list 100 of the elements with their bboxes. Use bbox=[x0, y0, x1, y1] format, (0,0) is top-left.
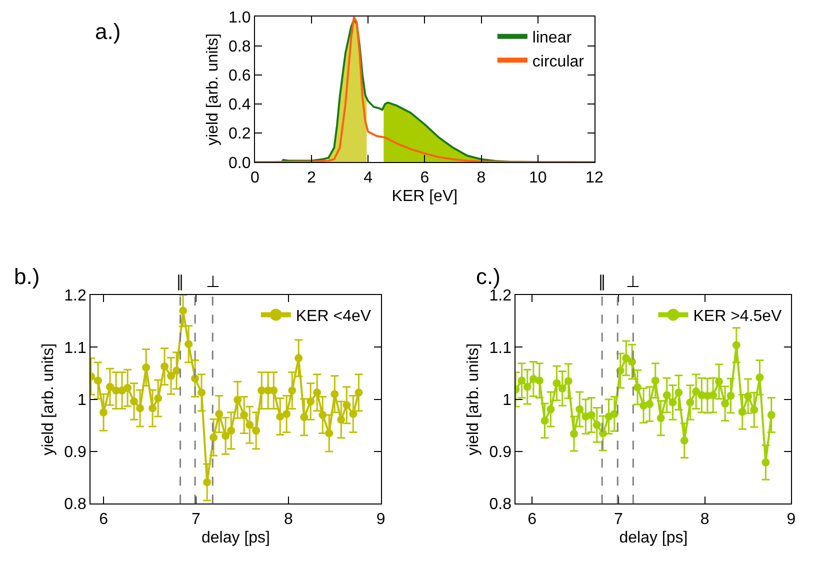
point bbox=[203, 478, 212, 486]
point bbox=[540, 416, 549, 425]
legend-label: linear bbox=[532, 30, 572, 47]
x-tick-label: 8 bbox=[700, 510, 710, 528]
point bbox=[252, 426, 260, 435]
point bbox=[154, 394, 162, 402]
point bbox=[651, 376, 660, 385]
point bbox=[240, 410, 248, 419]
point bbox=[756, 373, 764, 382]
point bbox=[210, 433, 218, 442]
x-tick-label: 0 bbox=[250, 169, 260, 186]
chart-title: b.) bbox=[14, 264, 40, 289]
y-tick-label: 1.0 bbox=[228, 9, 251, 26]
point bbox=[662, 391, 671, 400]
point bbox=[570, 430, 578, 438]
point bbox=[518, 376, 526, 385]
point bbox=[136, 404, 144, 412]
point bbox=[300, 413, 308, 422]
y-tick-label: 0.6 bbox=[228, 68, 251, 84]
point bbox=[628, 358, 636, 366]
legend-label: circular bbox=[532, 53, 585, 70]
y-tick-label: 1.2 bbox=[489, 288, 512, 305]
y-tick-label: 0.8 bbox=[489, 496, 512, 514]
ref-line-label: ⊥ bbox=[206, 274, 220, 291]
point bbox=[172, 366, 181, 375]
point bbox=[762, 458, 770, 466]
point bbox=[732, 341, 740, 350]
point bbox=[726, 392, 735, 400]
point bbox=[721, 400, 730, 408]
point bbox=[160, 362, 169, 371]
point bbox=[622, 354, 630, 362]
point bbox=[680, 436, 688, 445]
point bbox=[325, 429, 334, 438]
x-tick-label: 10 bbox=[528, 169, 547, 186]
point bbox=[191, 374, 200, 382]
chart-title: a.) bbox=[95, 19, 121, 44]
y-tick-label: 0.8 bbox=[228, 38, 251, 56]
y-tick-label: 0.0 bbox=[228, 154, 251, 172]
point bbox=[535, 376, 544, 385]
point bbox=[313, 388, 322, 397]
x-axis-title: delay [ps] bbox=[202, 530, 270, 547]
y-tick-label: 1 bbox=[77, 392, 86, 409]
y-axis-title: yield [arb. units] bbox=[40, 343, 58, 456]
y-axis-title: yield [arb. units] bbox=[204, 33, 222, 146]
legend-label: KER >4.5eV bbox=[693, 308, 782, 325]
legend-label: KER <4eV bbox=[296, 308, 372, 325]
point bbox=[523, 382, 532, 391]
point bbox=[546, 405, 555, 414]
x-tick-label: 6 bbox=[528, 510, 537, 528]
point bbox=[634, 383, 642, 392]
point bbox=[330, 390, 339, 398]
point bbox=[215, 410, 224, 418]
point bbox=[318, 410, 327, 419]
y-tick-label: 1.1 bbox=[489, 340, 512, 357]
x-tick-label: 6 bbox=[420, 169, 430, 186]
point bbox=[709, 391, 718, 400]
point bbox=[282, 410, 291, 418]
point bbox=[148, 404, 157, 412]
point bbox=[179, 306, 188, 315]
y-tick-label: 0.4 bbox=[228, 96, 251, 114]
x-tick-label: 8 bbox=[476, 169, 486, 186]
y-tick-label: 0.9 bbox=[64, 444, 86, 462]
x-tick-label: 9 bbox=[376, 510, 386, 528]
point bbox=[246, 420, 254, 429]
point bbox=[646, 400, 654, 408]
point bbox=[715, 378, 724, 386]
x-tick-label: 2 bbox=[307, 169, 316, 186]
point bbox=[222, 432, 230, 440]
y-axis-title: yield [arb. units] bbox=[465, 343, 482, 456]
point bbox=[767, 410, 776, 419]
point bbox=[744, 392, 752, 400]
point bbox=[738, 408, 746, 416]
point bbox=[552, 379, 561, 388]
point bbox=[686, 398, 694, 406]
point bbox=[184, 340, 193, 348]
x-tick-label: 4 bbox=[364, 169, 373, 186]
point bbox=[598, 429, 607, 438]
y-tick-label: 1 bbox=[502, 392, 512, 409]
point bbox=[610, 410, 618, 418]
point bbox=[288, 386, 296, 394]
x-tick-label: 8 bbox=[284, 510, 293, 528]
x-axis-title: KER [eV] bbox=[392, 188, 458, 206]
point bbox=[592, 420, 601, 429]
point bbox=[354, 388, 363, 397]
point bbox=[270, 386, 278, 394]
ref-line-label: ⊥ bbox=[626, 274, 640, 291]
point bbox=[124, 384, 132, 392]
point bbox=[692, 388, 700, 396]
x-tick-label: 12 bbox=[586, 169, 604, 186]
point bbox=[576, 405, 584, 414]
point bbox=[227, 426, 236, 435]
ref-line-label: ∥ bbox=[176, 274, 184, 291]
point bbox=[258, 386, 266, 394]
point bbox=[558, 384, 566, 392]
point bbox=[198, 388, 206, 397]
point bbox=[306, 397, 315, 406]
x-tick-label: 9 bbox=[786, 510, 796, 528]
point bbox=[337, 416, 346, 424]
point bbox=[294, 354, 303, 362]
point bbox=[656, 414, 665, 422]
